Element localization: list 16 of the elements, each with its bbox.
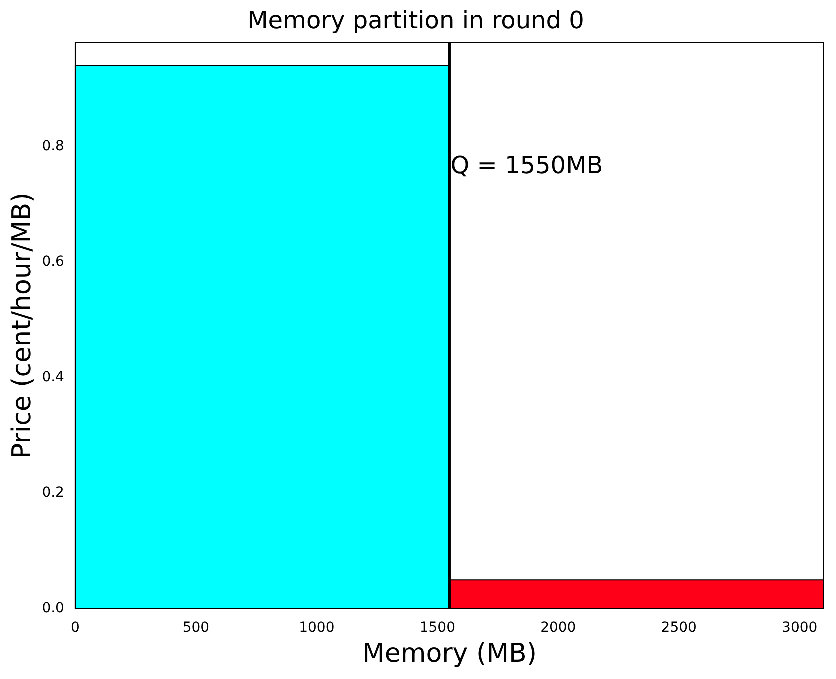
x-tick-label: 2000: [540, 620, 576, 636]
x-tick-label: 500: [182, 620, 210, 636]
chart-title: Memory partition in round 0: [248, 6, 584, 35]
y-tick-label: 0.4: [42, 370, 65, 386]
y-tick-label: 0.2: [42, 485, 64, 502]
y-axis-title: Price (cent/hour/MB): [7, 192, 38, 460]
x-tick-label: 3000: [782, 620, 818, 636]
y-tick-label: 0.6: [42, 254, 65, 270]
y-tick-label: 0.8: [42, 138, 64, 154]
x-tick-label: 1000: [299, 620, 335, 636]
x-tick-label: 2500: [661, 620, 697, 636]
ref-line-label: Q = 1550MB: [450, 152, 604, 180]
x-axis-title: Memory (MB): [362, 639, 538, 670]
y-tick-label: 0.0: [42, 600, 64, 617]
x-tick-label: 1500: [420, 620, 456, 636]
x-tick-label: 0: [71, 620, 80, 636]
